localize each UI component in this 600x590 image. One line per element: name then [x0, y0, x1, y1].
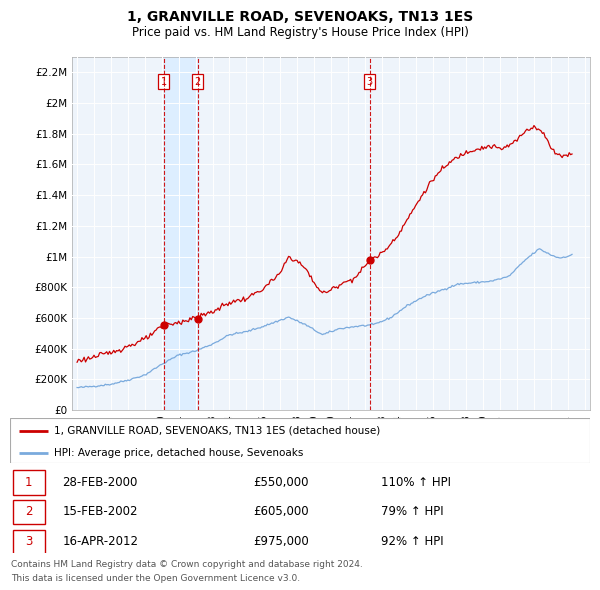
Text: Contains HM Land Registry data © Crown copyright and database right 2024.: Contains HM Land Registry data © Crown c…: [11, 560, 362, 569]
Text: £550,000: £550,000: [254, 476, 309, 489]
Text: 1: 1: [25, 476, 32, 489]
Text: This data is licensed under the Open Government Licence v3.0.: This data is licensed under the Open Gov…: [11, 574, 300, 583]
Text: Price paid vs. HM Land Registry's House Price Index (HPI): Price paid vs. HM Land Registry's House …: [131, 26, 469, 39]
Text: 28-FEB-2000: 28-FEB-2000: [62, 476, 137, 489]
Text: £975,000: £975,000: [254, 535, 310, 548]
Text: 2: 2: [25, 505, 32, 518]
Text: 110% ↑ HPI: 110% ↑ HPI: [381, 476, 451, 489]
Text: 16-APR-2012: 16-APR-2012: [62, 535, 138, 548]
Text: 1, GRANVILLE ROAD, SEVENOAKS, TN13 1ES (detached house): 1, GRANVILLE ROAD, SEVENOAKS, TN13 1ES (…: [53, 425, 380, 435]
Text: 1: 1: [161, 77, 167, 87]
Text: HPI: Average price, detached house, Sevenoaks: HPI: Average price, detached house, Seve…: [53, 448, 303, 458]
Text: 15-FEB-2002: 15-FEB-2002: [62, 505, 138, 518]
Text: 3: 3: [25, 535, 32, 548]
Text: 2: 2: [194, 77, 201, 87]
FancyBboxPatch shape: [13, 500, 45, 524]
Text: 1, GRANVILLE ROAD, SEVENOAKS, TN13 1ES: 1, GRANVILLE ROAD, SEVENOAKS, TN13 1ES: [127, 10, 473, 24]
FancyBboxPatch shape: [13, 530, 45, 554]
Text: 3: 3: [367, 77, 373, 87]
FancyBboxPatch shape: [13, 470, 45, 494]
FancyBboxPatch shape: [10, 418, 590, 463]
Text: 92% ↑ HPI: 92% ↑ HPI: [381, 535, 444, 548]
Text: £605,000: £605,000: [254, 505, 309, 518]
Text: 79% ↑ HPI: 79% ↑ HPI: [381, 505, 444, 518]
Bar: [164, 57, 197, 410]
